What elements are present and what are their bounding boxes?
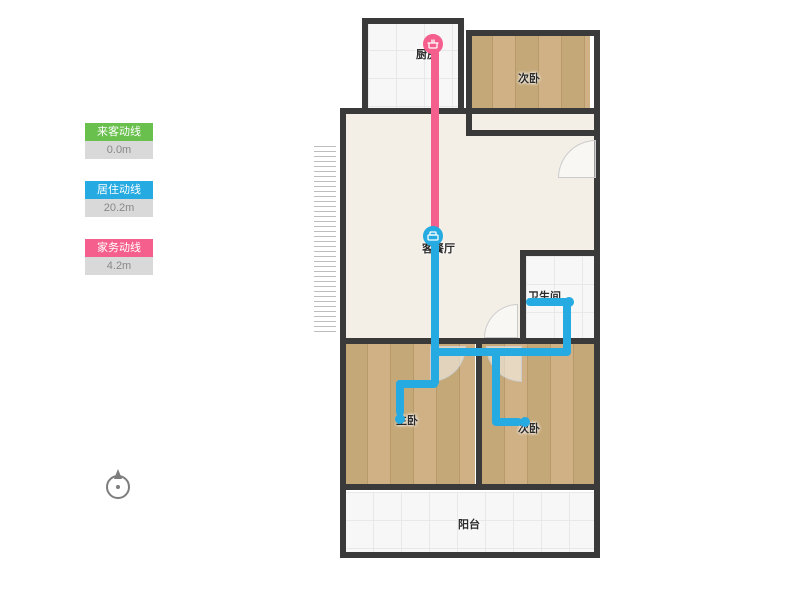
flow-line-living <box>431 234 439 386</box>
legend-value: 4.2m <box>85 257 153 275</box>
room-label-balcony: 阳台 <box>458 516 480 532</box>
wall <box>476 338 482 488</box>
legend-label: 家务动线 <box>85 239 153 257</box>
floorplan: 厨房次卧客餐厅卫生间主卧次卧阳台 <box>300 12 678 588</box>
flow-endpoint-living <box>395 414 405 424</box>
wall <box>466 130 598 136</box>
legend-item-guest: 来客动线 0.0m <box>85 123 153 159</box>
flow-line-chore <box>431 42 439 236</box>
room-label-bed2a: 次卧 <box>518 70 540 86</box>
balcony-rail <box>314 142 336 332</box>
legend-value: 20.2m <box>85 199 153 217</box>
wall <box>594 30 600 556</box>
flow-endpoint-living <box>520 417 530 427</box>
wall <box>458 18 464 112</box>
legend: 来客动线 0.0m 居住动线 20.2m 家务动线 4.2m <box>85 123 153 297</box>
wall <box>362 18 368 112</box>
flow-line-living <box>396 380 404 416</box>
room-kitchen <box>368 22 458 108</box>
flow-line-living <box>431 348 571 356</box>
legend-item-living: 居住动线 20.2m <box>85 181 153 217</box>
wall <box>520 250 600 256</box>
legend-label: 来客动线 <box>85 123 153 141</box>
flow-endpoint-living <box>564 297 574 307</box>
wall <box>340 484 600 490</box>
compass-icon <box>100 465 136 501</box>
wall <box>340 338 600 344</box>
legend-label: 居住动线 <box>85 181 153 199</box>
flow-node-chore-icon <box>423 34 443 54</box>
wall <box>466 30 472 134</box>
flow-node-living-icon <box>423 226 443 246</box>
wall <box>362 18 462 24</box>
flow-line-living <box>492 418 522 426</box>
wall <box>466 30 598 36</box>
legend-item-chore: 家务动线 4.2m <box>85 239 153 275</box>
wall <box>520 250 526 342</box>
wall <box>340 552 600 558</box>
legend-value: 0.0m <box>85 141 153 159</box>
flow-line-living <box>492 348 500 424</box>
